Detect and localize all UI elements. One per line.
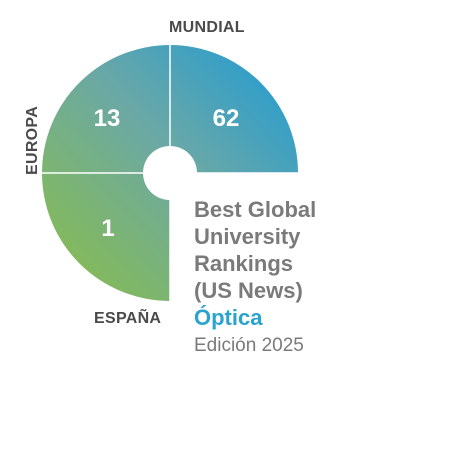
label-mundial: MUNDIAL <box>169 19 245 36</box>
label-espana: ESPAÑA <box>94 310 162 327</box>
quadrant-europa <box>42 45 170 173</box>
ranking-title-line: University <box>194 224 301 249</box>
rank-espana: 1 <box>101 215 115 242</box>
ranking-title-line: Rankings <box>194 251 294 276</box>
quadrant-espana <box>42 173 170 301</box>
ranking-edition: Edición 2025 <box>194 335 304 356</box>
quadrant-mundial <box>170 45 298 173</box>
ranking-title-line: (US News) <box>194 278 303 303</box>
rank-mundial: 62 <box>212 105 240 132</box>
center-hole <box>143 146 197 200</box>
ranking-subject: Óptica <box>194 305 263 330</box>
label-europa: EUROPA <box>24 105 41 175</box>
rank-europa: 13 <box>93 105 121 132</box>
ranking-title-line: Best Global <box>194 197 317 222</box>
ranking-title-block: Best Global University Rankings (US News… <box>194 196 316 360</box>
